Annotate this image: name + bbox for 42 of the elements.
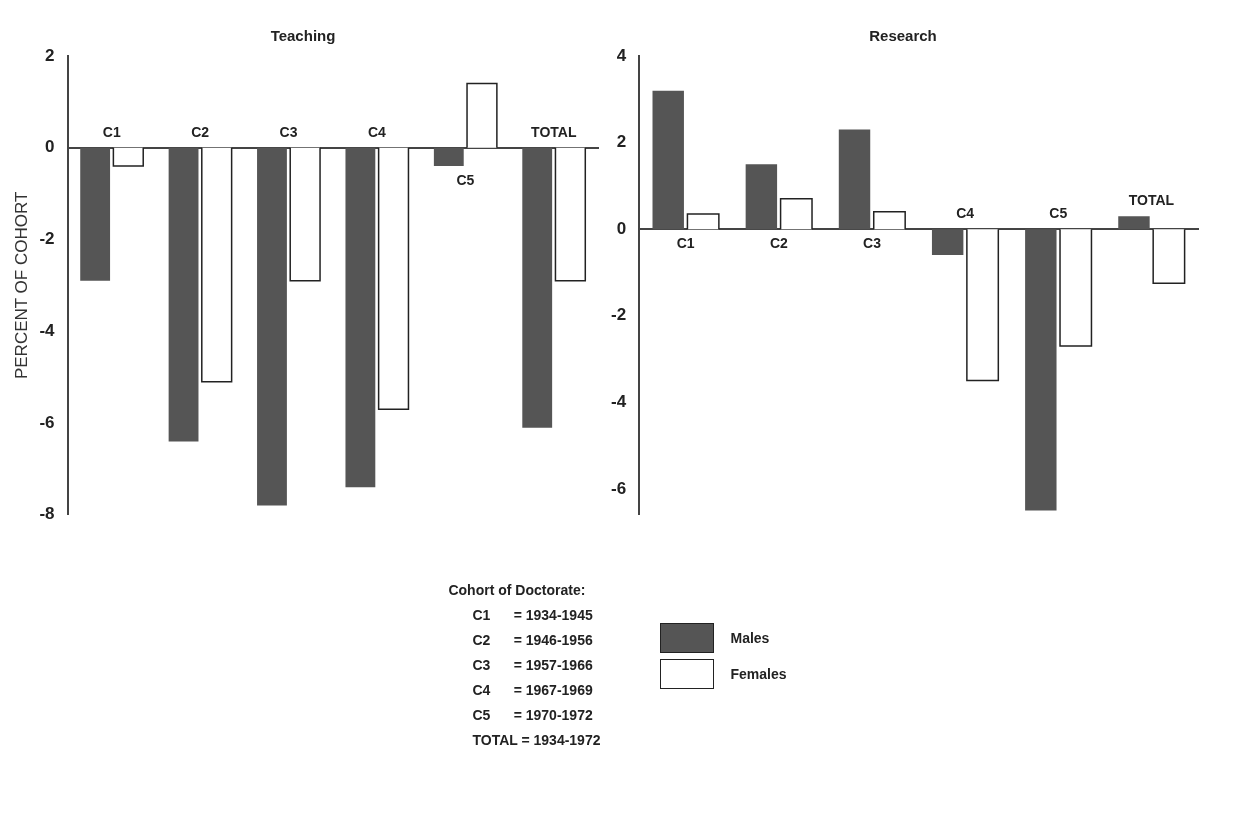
x-tick-label: C2 [769, 234, 788, 251]
y-tick-label: 0 [45, 137, 55, 157]
x-tick-label: C3 [279, 123, 298, 140]
bar [745, 164, 778, 230]
bar [931, 229, 964, 256]
text: Cohort of Doctorate: [448, 581, 587, 600]
y-tick-label: -2 [610, 305, 627, 325]
x-tick-label: C1 [676, 234, 695, 251]
x-tick-label: TOTAL [531, 123, 577, 140]
y-tick-label: -6 [610, 478, 627, 498]
text: C2 = 1946-1956 [471, 631, 594, 650]
y-tick-label: -4 [610, 391, 627, 411]
y-tick-label: -2 [39, 229, 55, 249]
legend-label: Males [730, 630, 770, 646]
text: C1 = 1934-1945 [471, 606, 594, 625]
x-tick-label: C1 [102, 123, 121, 140]
y-tick-label: 2 [616, 132, 627, 152]
y-tick-label: -4 [39, 320, 56, 340]
y-tick-label: 2 [45, 45, 55, 65]
x-tick-label: C3 [863, 234, 882, 251]
y-tick-label: 4 [616, 45, 627, 65]
x-tick-label: C5 [456, 171, 475, 188]
text: C4 = 1967-1969 [471, 681, 594, 700]
x-tick-label: C2 [191, 123, 210, 140]
y-tick-label: 0 [616, 218, 627, 238]
y-tick-label: -8 [39, 504, 55, 524]
x-tick-label: C5 [1049, 204, 1068, 221]
bar [838, 129, 871, 230]
legend-label: Females [730, 666, 787, 682]
x-tick-label: TOTAL [1128, 192, 1175, 209]
text: C3 = 1957-1966 [471, 656, 594, 675]
bar [1025, 229, 1057, 511]
text: C5 = 1970-1972 [471, 706, 594, 725]
chart-title: Teaching [270, 27, 336, 45]
bar [652, 90, 684, 230]
y-axis-title: PERCENT OF COHORT [11, 191, 31, 380]
bar [1118, 216, 1150, 230]
x-tick-label: C4 [956, 204, 975, 221]
text: TOTAL = 1934-1972 [471, 731, 601, 750]
x-tick-label: C4 [368, 123, 387, 140]
chart-title: Research [869, 27, 937, 45]
y-tick-label: -6 [39, 412, 55, 432]
